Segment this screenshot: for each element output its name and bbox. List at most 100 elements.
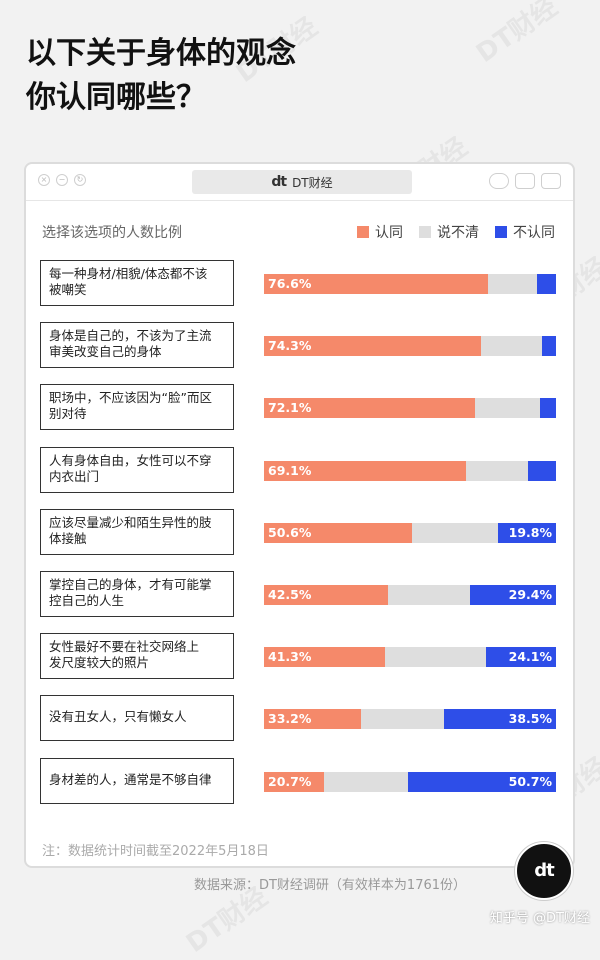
category-label: 女性最好不要在社交网络上 发尺度较大的照片 bbox=[40, 633, 234, 679]
data-label: 20.7% bbox=[268, 774, 312, 789]
legend-label: 认同 bbox=[375, 225, 403, 241]
bar-track: 50.6% 19.8% bbox=[264, 523, 556, 543]
bar-track: 33.2% 38.5% bbox=[264, 709, 556, 729]
bar-segment bbox=[264, 523, 412, 543]
bar-track: 42.5% 29.4% bbox=[264, 585, 556, 605]
bar-segment bbox=[324, 772, 408, 792]
close-icon[interactable]: × bbox=[38, 174, 50, 186]
category-label-line: 控自己的人生 bbox=[49, 593, 125, 608]
data-label: 24.1% bbox=[508, 649, 552, 664]
data-label: 76.6% bbox=[268, 276, 312, 291]
chart-note: 注：数据统计时间截至2022年5月18日 bbox=[42, 844, 269, 859]
bar-track: 69.1% bbox=[264, 461, 556, 481]
bar-segment bbox=[264, 585, 389, 605]
page-title: 以下关于身体的观念 你认同哪些？ bbox=[26, 32, 296, 120]
bar-segment bbox=[470, 585, 556, 605]
data-label: 29.4% bbox=[508, 587, 552, 602]
data-label: 33.2% bbox=[268, 711, 312, 726]
category-label-line: 没有丑女人，只有懒女人 bbox=[49, 709, 187, 724]
bar-track: 76.6% bbox=[264, 274, 556, 294]
category-label-line: 被嘲笑 bbox=[49, 282, 87, 297]
data-label: 42.5% bbox=[268, 587, 312, 602]
category-label-line: 女性最好不要在社交网络上 bbox=[49, 639, 200, 654]
legend-swatch bbox=[357, 226, 369, 238]
data-label: 50.6% bbox=[268, 525, 312, 540]
category-label: 人有身体自由，女性可以不穿 内衣出门 bbox=[40, 447, 234, 493]
bar-segment bbox=[537, 274, 556, 294]
bar-track: 20.7% 50.7% bbox=[264, 772, 556, 792]
chart-row: 女性最好不要在社交网络上 发尺度较大的照片 41.3% 24.1% bbox=[26, 633, 573, 683]
category-label: 没有丑女人，只有懒女人 bbox=[40, 695, 234, 741]
category-label-line: 别对待 bbox=[49, 406, 87, 421]
bar-segment bbox=[542, 336, 556, 356]
bar-segment bbox=[485, 647, 556, 667]
bar-track: 41.3% 24.1% bbox=[264, 647, 556, 667]
title-line-2: 你认同哪些？ bbox=[26, 80, 206, 115]
dt-corner-logo: dt bbox=[515, 842, 573, 900]
bar-segment bbox=[407, 772, 556, 792]
bar-segment bbox=[487, 274, 538, 294]
category-label-line: 应该尽量减少和陌生异性的肢 bbox=[49, 515, 212, 530]
window-icon[interactable] bbox=[541, 173, 561, 189]
category-label: 职场中，不应该因为“脸”而区 别对待 bbox=[40, 384, 234, 430]
chart-row: 职场中，不应该因为“脸”而区 别对待 72.1% bbox=[26, 384, 573, 434]
chart-window: × − ↻ dt DT财经 选择该选项的人数比例 认同 说不清 不认同 每一种身材/… bbox=[24, 162, 575, 868]
chart-subtitle: 选择该选项的人数比例 bbox=[42, 225, 182, 241]
category-label-line: 掌控自己的身体，才有可能掌 bbox=[49, 577, 212, 592]
category-label-line: 每一种身材/相貌/体态都不该 bbox=[49, 266, 208, 281]
bar-segment bbox=[264, 398, 475, 418]
maximize-icon[interactable]: ↻ bbox=[74, 174, 86, 186]
bar-segment bbox=[388, 585, 471, 605]
bar-segment bbox=[411, 523, 499, 543]
category-label-line: 身体是自己的，不该为了主流 bbox=[49, 328, 212, 343]
category-label-line: 职场中，不应该因为“脸”而区 bbox=[49, 390, 212, 405]
trash-icon[interactable] bbox=[515, 173, 535, 189]
legend-swatch bbox=[495, 226, 507, 238]
footer-credit: 知乎号 @DT财经 bbox=[489, 911, 590, 926]
bar-segment bbox=[474, 398, 540, 418]
category-label: 身材差的人，通常是不够自律 bbox=[40, 758, 234, 804]
chart-row: 人有身体自由，女性可以不穿 内衣出门 69.1% bbox=[26, 447, 573, 497]
data-label: 19.8% bbox=[508, 525, 552, 540]
bar-track: 72.1% bbox=[264, 398, 556, 418]
toggle-icon[interactable] bbox=[489, 173, 509, 189]
address-bar[interactable]: dt DT财经 bbox=[192, 170, 412, 194]
bar-segment bbox=[264, 274, 488, 294]
bar-segment bbox=[360, 709, 444, 729]
chart-row: 每一种身材/相貌/体态都不该 被嘲笑 76.6% bbox=[26, 260, 573, 310]
address-text: DT财经 bbox=[292, 175, 333, 190]
bar-segment bbox=[264, 772, 325, 792]
bar-segment bbox=[498, 523, 556, 543]
category-label-line: 身材差的人，通常是不够自律 bbox=[49, 772, 212, 787]
title-line-1: 以下关于身体的观念 bbox=[26, 36, 296, 71]
chart-row: 没有丑女人，只有懒女人 33.2% 38.5% bbox=[26, 695, 573, 745]
bar-segment bbox=[527, 461, 556, 481]
bar-segment bbox=[480, 336, 543, 356]
bar-segment bbox=[264, 647, 385, 667]
data-source: 数据来源：DT财经调研（有效样本为1761份） bbox=[193, 878, 467, 893]
bar-segment bbox=[384, 647, 486, 667]
legend-item: 说不清 bbox=[419, 222, 479, 242]
data-label: 74.3% bbox=[268, 338, 312, 353]
chart-row: 身材差的人，通常是不够自律 20.7% 50.7% bbox=[26, 758, 573, 808]
minimize-icon[interactable]: − bbox=[56, 174, 68, 186]
data-label: 72.1% bbox=[268, 400, 312, 415]
bar-segment bbox=[264, 461, 466, 481]
window-titlebar: × − ↻ dt DT财经 bbox=[26, 164, 573, 201]
data-label: 69.1% bbox=[268, 463, 312, 478]
data-label: 50.7% bbox=[508, 774, 552, 789]
chart-row: 应该尽量减少和陌生异性的肢 体接触 50.6% 19.8% bbox=[26, 509, 573, 559]
legend-item: 认同 bbox=[357, 222, 403, 242]
chart-row: 掌控自己的身体，才有可能掌 控自己的人生 42.5% 29.4% bbox=[26, 571, 573, 621]
bar-segment bbox=[264, 336, 481, 356]
watermark-text: DT财经 bbox=[471, 0, 564, 70]
category-label-line: 发尺度较大的照片 bbox=[49, 655, 150, 670]
data-label: 38.5% bbox=[508, 711, 552, 726]
category-label: 掌控自己的身体，才有可能掌 控自己的人生 bbox=[40, 571, 234, 617]
category-label: 身体是自己的，不该为了主流 审美改变自己的身体 bbox=[40, 322, 234, 368]
legend-label: 不认同 bbox=[513, 225, 555, 241]
bar-segment bbox=[539, 398, 556, 418]
bar-track: 74.3% bbox=[264, 336, 556, 356]
chart-row: 身体是自己的，不该为了主流 审美改变自己的身体 74.3% bbox=[26, 322, 573, 372]
chart-legend: 认同 说不清 不认同 bbox=[341, 222, 555, 242]
